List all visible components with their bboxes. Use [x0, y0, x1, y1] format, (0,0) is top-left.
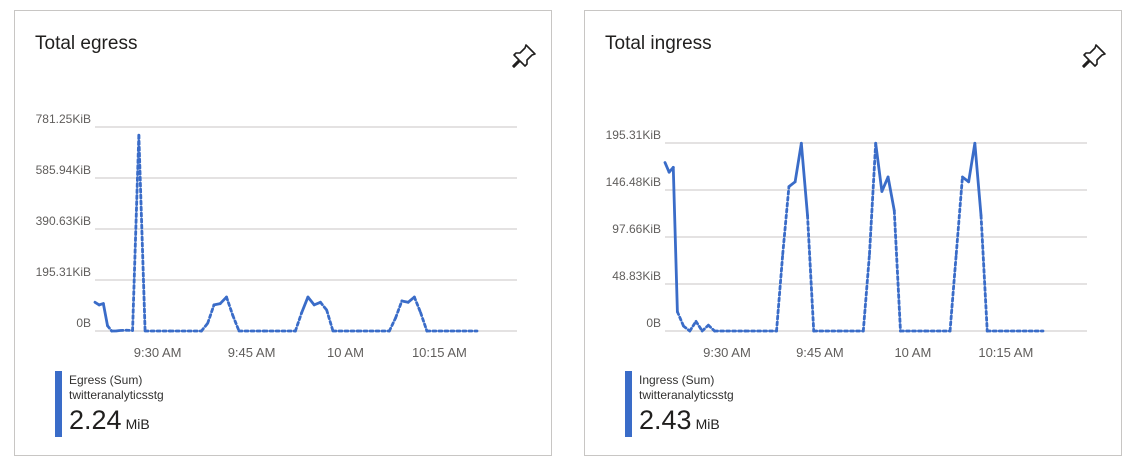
series-line-segment	[694, 319, 704, 333]
x-tick-label: 9:45 AM	[796, 345, 844, 360]
legend-resource: twitteranalyticsstg	[69, 388, 164, 402]
legend-total-unit: MiB	[695, 416, 720, 432]
series-line-segment	[861, 252, 871, 333]
series-line-segment	[880, 175, 890, 193]
series-line-segment	[948, 252, 958, 333]
y-tick-label: 195.31KiB	[36, 265, 91, 279]
legend-color-bar	[55, 371, 62, 437]
y-tick-label: 0B	[646, 316, 661, 330]
y-tick-label: 48.83KiB	[612, 269, 661, 283]
legend-resource: twitteranalyticsstg	[639, 388, 734, 402]
legend-total-unit: MiB	[125, 416, 150, 432]
x-tick-label: 10 AM	[327, 345, 364, 360]
egress-card: Total egress 0B 195.31KiB 390.63KiB 585.94K…	[14, 10, 552, 456]
x-tick-label: 9:30 AM	[134, 345, 182, 360]
legend-total: 2.24 MiB	[69, 405, 150, 436]
y-tick-label: 390.63KiB	[36, 214, 91, 228]
series-line-segment	[775, 252, 785, 333]
series-line-segment	[688, 319, 698, 333]
series-line-segment	[892, 209, 902, 333]
ingress-chart: 0B 48.83KiB 97.66KiB 146.48KiB 195.31KiB 9:30…	[606, 128, 1087, 360]
series-line-segment	[706, 323, 716, 333]
card-title: Total egress	[35, 33, 138, 54]
series-line-segment	[137, 133, 147, 333]
series-line-segment	[131, 133, 141, 332]
legend-total-value: 2.43	[639, 405, 692, 435]
series-line-segment	[973, 141, 983, 217]
series-line-segment	[954, 175, 964, 256]
y-tick-label: 97.66KiB	[612, 222, 661, 236]
x-tick-label: 10:15 AM	[978, 345, 1033, 360]
series-line-segment	[675, 310, 685, 328]
y-tick-label: 195.31KiB	[606, 128, 661, 142]
x-tick-label: 9:45 AM	[228, 345, 276, 360]
egress-chart: 0B 195.31KiB 390.63KiB 585.94KiB 781.25KiB 9:…	[36, 112, 517, 360]
y-tick-label: 146.48KiB	[606, 175, 661, 189]
series-line-segment	[868, 141, 878, 256]
series-line-segment	[394, 299, 404, 320]
legend-total-value: 2.24	[69, 405, 122, 435]
series-line-segment	[325, 308, 335, 333]
series-line-segment	[225, 295, 235, 317]
legend-total: 2.43 MiB	[639, 405, 720, 436]
series-line-segment	[799, 141, 809, 217]
x-tick-label: 9:30 AM	[703, 345, 751, 360]
series-line-segment	[793, 141, 803, 184]
series-line-segment	[874, 141, 884, 193]
pin-icon[interactable]	[509, 41, 539, 71]
y-tick-label: 585.94KiB	[36, 163, 91, 177]
series-line-segment	[200, 321, 210, 333]
series-line-segment	[319, 300, 329, 312]
pin-icon[interactable]	[1079, 41, 1109, 71]
series-line-segment	[293, 311, 304, 333]
series-line-segment	[886, 175, 896, 213]
series-line-segment	[300, 295, 310, 315]
series-line-segment	[206, 303, 216, 325]
series-line-segment	[387, 316, 397, 333]
series-line-segment	[231, 313, 241, 333]
series-line-segment	[700, 323, 710, 333]
series-line-segment	[306, 295, 316, 307]
series-line-segment	[101, 302, 109, 328]
ingress-card: Total ingress 0B 48.83KiB 97.66KiB 146.48Ki…	[584, 10, 1122, 456]
series-line-segment	[419, 311, 429, 333]
y-tick-label: 0B	[76, 316, 91, 330]
x-tick-label: 10 AM	[894, 345, 931, 360]
series-line-segment	[806, 214, 816, 333]
series-line-segment	[671, 165, 679, 314]
series-line-segment	[967, 141, 977, 184]
series-line-segment	[412, 295, 423, 315]
series-line-segment	[663, 161, 671, 174]
legend-series-name: Ingress (Sum)	[639, 373, 715, 387]
y-tick-label: 781.25KiB	[36, 112, 91, 126]
series-line-segment	[979, 214, 989, 333]
legend-series-name: Egress (Sum)	[69, 373, 143, 387]
series-line-segment	[781, 185, 791, 256]
legend-color-bar	[625, 371, 632, 437]
x-tick-label: 10:15 AM	[412, 345, 467, 360]
card-title: Total ingress	[605, 33, 712, 54]
